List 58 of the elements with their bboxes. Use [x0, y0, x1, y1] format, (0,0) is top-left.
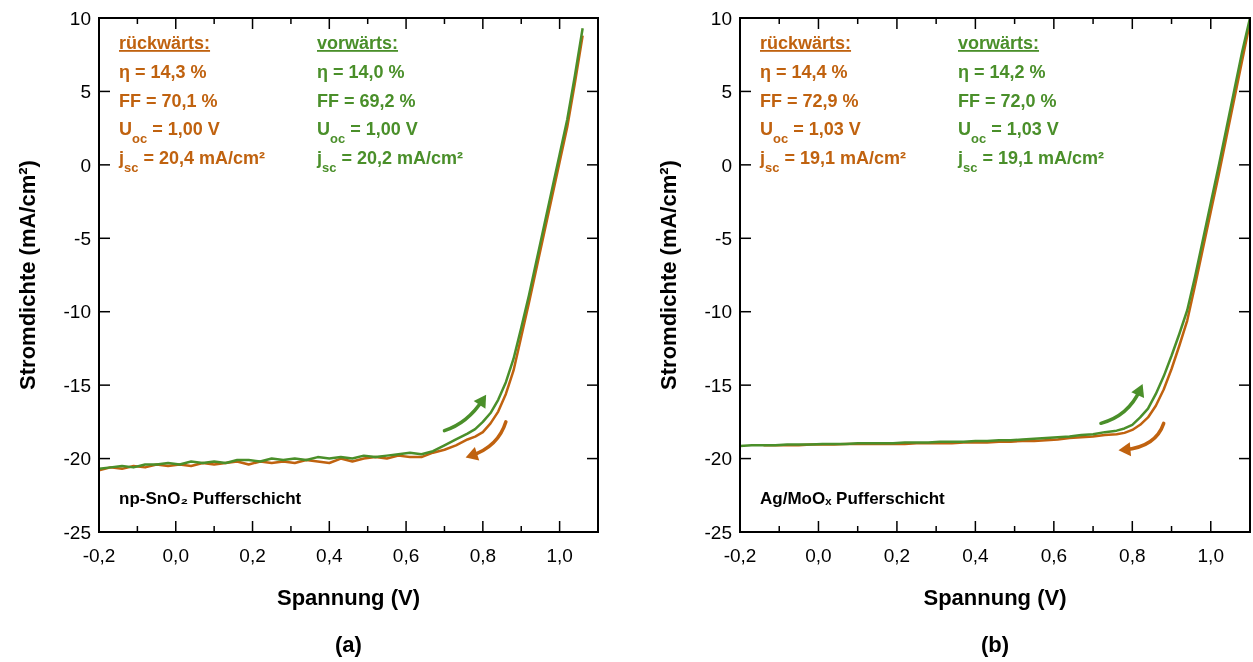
annotation: FF = 70,1 %: [119, 90, 218, 111]
y-tick-label: -10: [704, 301, 732, 323]
y-tick-label: -20: [63, 448, 91, 470]
x-tick-label: 1,0: [1197, 545, 1224, 566]
text: rückwärts:: [760, 33, 852, 53]
x-tick-label: 0,0: [805, 545, 832, 566]
annotation: Ag/MoOₓ Pufferschicht: [760, 489, 946, 508]
x-tick-label: 0,6: [392, 545, 420, 566]
text: rückwärts:: [119, 33, 211, 53]
annotation: FF = 69,2 %: [317, 90, 416, 111]
y-axis-title: Stromdichte (mA/cm²): [15, 160, 40, 390]
y-tick-label: -20: [704, 448, 732, 470]
y-tick-label: 5: [80, 81, 91, 103]
y-tick-label: 10: [69, 7, 91, 29]
annotation: j$_{sc}$ = 19,1 mA/cm²: [957, 147, 1105, 174]
x-tick-label: -0,2: [82, 545, 116, 566]
annotation: η = 14,3 %: [119, 62, 207, 82]
y-tick-label: -15: [63, 374, 91, 396]
x-tick-label: 0,2: [883, 545, 911, 566]
annotation: U$_{oc}$ = 1,00 V: [119, 119, 220, 146]
annotation: U$_{oc}$ = 1,00 V: [317, 119, 418, 146]
x-tick-label: 0,2: [239, 545, 266, 566]
x-tick-label: 0,8: [1119, 545, 1146, 566]
annotation: FF = 72,0 %: [958, 90, 1057, 111]
x-tick-label: 0,0: [162, 545, 189, 566]
annotation: j$_{sc}$ = 20,2 mA/cm²: [316, 147, 464, 174]
text: (a): [335, 632, 362, 657]
y-tick-label: 0: [721, 154, 732, 176]
x-tick-label: 1,0: [546, 545, 573, 566]
y-tick-label: 10: [710, 7, 732, 29]
x-tick-label: 0,8: [469, 545, 497, 566]
text: vorwärts:: [317, 33, 399, 53]
annotation: FF = 72,9 %: [760, 90, 859, 111]
x-axis-title: Spannung (V): [277, 585, 420, 610]
annotation: η = 14,2 %: [958, 62, 1046, 82]
y-axis-title: Stromdichte (mA/cm²): [656, 160, 681, 390]
x-tick-label: -0,2: [723, 545, 757, 566]
y-tick-label: -15: [704, 374, 732, 396]
x-tick-label: 0,4: [962, 545, 990, 566]
x-tick-label: 0,6: [1040, 545, 1068, 566]
y-tick-label: 5: [721, 81, 732, 103]
y-tick-label: -5: [74, 227, 91, 249]
annotation: η = 14,4 %: [760, 62, 848, 82]
annotation: j$_{sc}$ = 20,4 mA/cm²: [118, 147, 266, 174]
text: vorwärts:: [958, 33, 1040, 53]
annotation: np-SnO₂ Pufferschicht: [119, 489, 302, 508]
x-tick-label: 0,4: [316, 545, 343, 566]
y-tick-label: 0: [80, 154, 91, 176]
y-tick-label: -10: [63, 301, 91, 323]
annotation: U$_{oc}$ = 1,03 V: [760, 119, 861, 146]
annotation: j$_{sc}$ = 19,1 mA/cm²: [759, 147, 907, 174]
text: (b): [980, 632, 1010, 657]
y-tick-label: -5: [715, 227, 732, 249]
annotation: U$_{oc}$ = 1,03 V: [958, 119, 1059, 146]
y-tick-label: -25: [704, 521, 732, 543]
annotation: η = 14,0 %: [317, 62, 405, 82]
y-tick-label: -25: [63, 521, 91, 543]
x-axis-title: Spannung (V): [923, 585, 1067, 610]
